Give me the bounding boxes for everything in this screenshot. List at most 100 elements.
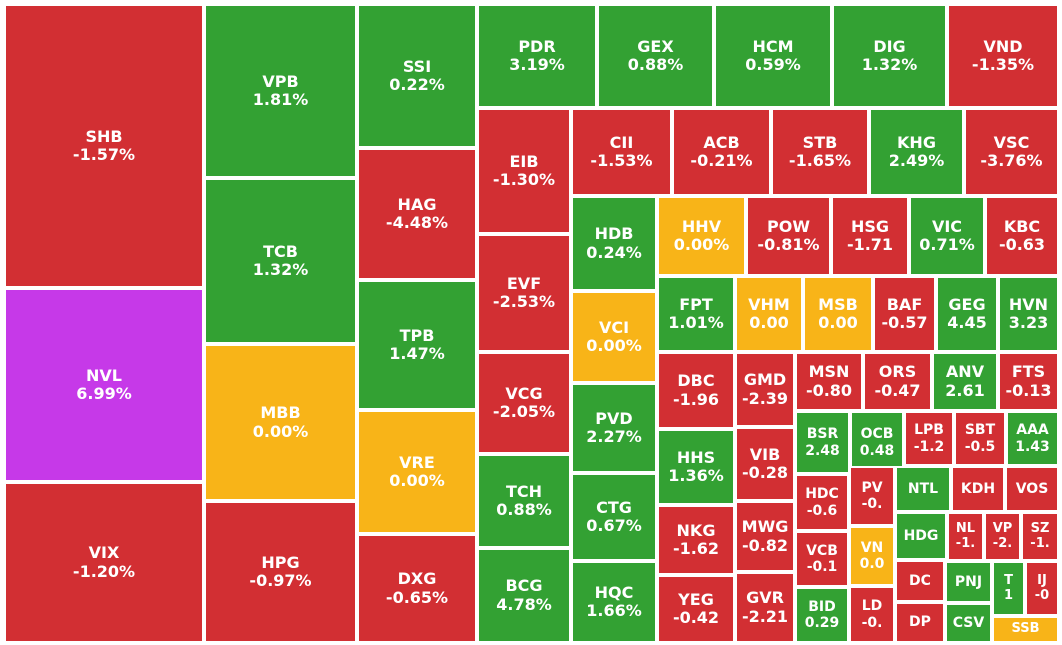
treemap-tile-ctg[interactable]: CTG 0.67% [571, 473, 657, 561]
tile-ticker: DC [909, 572, 931, 589]
treemap-tile-hdc[interactable]: HDC -0.6 [795, 474, 849, 531]
tile-ticker: NVL [86, 365, 122, 385]
treemap-tile-vhm[interactable]: VHM 0.00 [735, 276, 803, 352]
treemap-tile-vp[interactable]: VP -2. [984, 512, 1021, 561]
treemap-tile-vix[interactable]: VIX -1.20% [4, 482, 204, 643]
tile-change: 0.00% [586, 336, 642, 355]
treemap-tile-geg[interactable]: GEG 4.45 [936, 276, 998, 352]
treemap-tile-bsr[interactable]: BSR 2.48 [795, 411, 850, 474]
treemap-tile-eib[interactable]: EIB -1.30% [477, 108, 571, 234]
treemap-tile-kdh[interactable]: KDH [951, 466, 1005, 512]
treemap-tile-vcb[interactable]: VCB -0.1 [795, 531, 849, 587]
treemap-tile-mbb[interactable]: MBB 0.00% [204, 344, 357, 501]
treemap-tile-vn[interactable]: VN 0.0 [849, 526, 895, 586]
treemap-tile-dbc[interactable]: DBC -1.96 [657, 352, 735, 429]
tile-change: -1.20% [72, 561, 136, 581]
treemap-tile-csv[interactable]: CSV [945, 603, 992, 643]
treemap-tile-vcg[interactable]: VCG -2.05% [477, 352, 571, 454]
treemap-tile-nkg[interactable]: NKG -1.62 [657, 505, 735, 575]
treemap-tile-msb[interactable]: MSB 0.00 [803, 276, 873, 352]
tile-ticker: GVR [746, 588, 784, 608]
treemap-tile-fts[interactable]: FTS -0.13 [998, 352, 1059, 411]
treemap-tile-msn[interactable]: MSN -0.80 [795, 352, 863, 411]
treemap-tile-pnj[interactable]: PNJ [945, 561, 992, 603]
tile-ticker: BCG [505, 576, 543, 596]
treemap-tile-dig[interactable]: DIG 1.32% [832, 4, 947, 108]
treemap-tile-hdg[interactable]: HDG [895, 512, 947, 560]
treemap-tile-pv[interactable]: PV -0. [849, 466, 895, 526]
treemap-tile-vib[interactable]: VIB -0.28 [735, 427, 795, 501]
treemap-tile-khg[interactable]: KHG 2.49% [869, 108, 964, 196]
tile-change: -1.57% [72, 145, 136, 164]
treemap-tile-hag[interactable]: HAG -4.48% [357, 148, 477, 280]
treemap-tile-hhs[interactable]: HHS 1.36% [657, 429, 735, 505]
treemap-tile-ntl[interactable]: NTL [895, 466, 951, 512]
treemap-tile-bcg[interactable]: BCG 4.78% [477, 548, 571, 643]
treemap-tile-vci[interactable]: VCI 0.00% [571, 291, 657, 383]
treemap-tile-lpb[interactable]: LPB -1.2 [904, 411, 954, 466]
tile-ticker: HVN [1008, 294, 1049, 314]
tile-ticker: TCH [505, 481, 543, 501]
treemap-tile-mwg[interactable]: MWG -0.82 [735, 501, 795, 572]
tile-change: 1.66% [586, 601, 642, 620]
tile-change: 0.71% [919, 235, 975, 254]
tile-ticker: ORS [878, 362, 917, 382]
tile-change: 3.19% [509, 55, 565, 74]
treemap-tile-evf[interactable]: EVF -2.53% [477, 234, 571, 352]
treemap-tile-dc[interactable]: DC [895, 560, 945, 602]
treemap-tile-nl[interactable]: NL -1. [947, 512, 984, 561]
treemap-tile-hdb[interactable]: HDB 0.24% [571, 196, 657, 291]
treemap-tile-hhv[interactable]: HHV 0.00% [657, 196, 746, 276]
treemap-tile-nvl[interactable]: NVL 6.99% [4, 288, 204, 482]
treemap-tile-tch[interactable]: TCH 0.88% [477, 454, 571, 548]
treemap-tile-acb[interactable]: ACB -0.21% [672, 108, 771, 196]
treemap-tile-vre[interactable]: VRE 0.00% [357, 410, 477, 534]
treemap-tile-ssi[interactable]: SSI 0.22% [357, 4, 477, 148]
treemap-tile-tcb[interactable]: TCB 1.32% [204, 178, 357, 344]
treemap-tile-ij[interactable]: IJ -0 [1025, 561, 1059, 616]
treemap-tile-aaa[interactable]: AAA 1.43 [1006, 411, 1059, 466]
treemap-tile-gmd[interactable]: GMD -2.39 [735, 352, 795, 427]
treemap-tile-hcm[interactable]: HCM 0.59% [714, 4, 832, 108]
treemap-tile-yeg[interactable]: YEG -0.42 [657, 575, 735, 643]
treemap-tile-kbc[interactable]: KBC -0.63 [985, 196, 1059, 276]
treemap-tile-hqc[interactable]: HQC 1.66% [571, 561, 657, 643]
treemap-tile-shb[interactable]: SHB -1.57% [4, 4, 204, 288]
treemap-tile-vnd[interactable]: VND -1.35% [947, 4, 1059, 108]
tile-change: 6.99% [76, 384, 132, 403]
tile-ticker: VCB [806, 542, 838, 559]
treemap-tile-ocb[interactable]: OCB 0.48 [850, 411, 904, 474]
treemap-tile-sz[interactable]: SZ -1. [1021, 512, 1059, 561]
treemap-tile-gvr[interactable]: GVR -2.21 [735, 572, 795, 643]
treemap-tile-cii[interactable]: CII -1.53% [571, 108, 672, 196]
treemap-tile-ld[interactable]: LD -0. [849, 586, 895, 643]
treemap-tile-hvn[interactable]: HVN 3.23 [998, 276, 1059, 352]
treemap-tile-tpb[interactable]: TPB 1.47% [357, 280, 477, 410]
tile-ticker: CII [609, 132, 634, 152]
treemap-tile-vic[interactable]: VIC 0.71% [909, 196, 985, 276]
tile-change: -0.42 [672, 608, 720, 627]
treemap-tile-vsc[interactable]: VSC -3.76% [964, 108, 1059, 196]
treemap-tile-pvd[interactable]: PVD 2.27% [571, 383, 657, 473]
treemap-tile-vos[interactable]: VOS [1005, 466, 1059, 512]
treemap-tile-dp[interactable]: DP [895, 602, 945, 643]
treemap-tile-ssb[interactable]: SSB [992, 616, 1059, 643]
treemap-tile-fpt[interactable]: FPT 1.01% [657, 276, 735, 352]
treemap-tile-hsg[interactable]: HSG -1.71 [831, 196, 909, 276]
tile-ticker: HDC [805, 486, 839, 503]
treemap-tile-anv[interactable]: ANV 2.61 [932, 352, 998, 411]
treemap-tile-dxg[interactable]: DXG -0.65% [357, 534, 477, 643]
tile-change: -2.53% [492, 292, 556, 311]
treemap-tile-pdr[interactable]: PDR 3.19% [477, 4, 597, 108]
treemap-tile-stb[interactable]: STB -1.65% [771, 108, 869, 196]
treemap-tile-sbt[interactable]: SBT -0.5 [954, 411, 1006, 466]
treemap-tile-bid[interactable]: BID 0.29 [795, 587, 849, 643]
treemap-tile-ors[interactable]: ORS -0.47 [863, 352, 932, 411]
treemap-tile-baf[interactable]: BAF -0.57 [873, 276, 936, 352]
treemap-tile-vpb[interactable]: VPB 1.81% [204, 4, 357, 178]
treemap-tile-hpg[interactable]: HPG -0.97% [204, 501, 357, 643]
treemap-tile-gex[interactable]: GEX 0.88% [597, 4, 714, 108]
treemap-tile-pow[interactable]: POW -0.81% [746, 196, 831, 276]
